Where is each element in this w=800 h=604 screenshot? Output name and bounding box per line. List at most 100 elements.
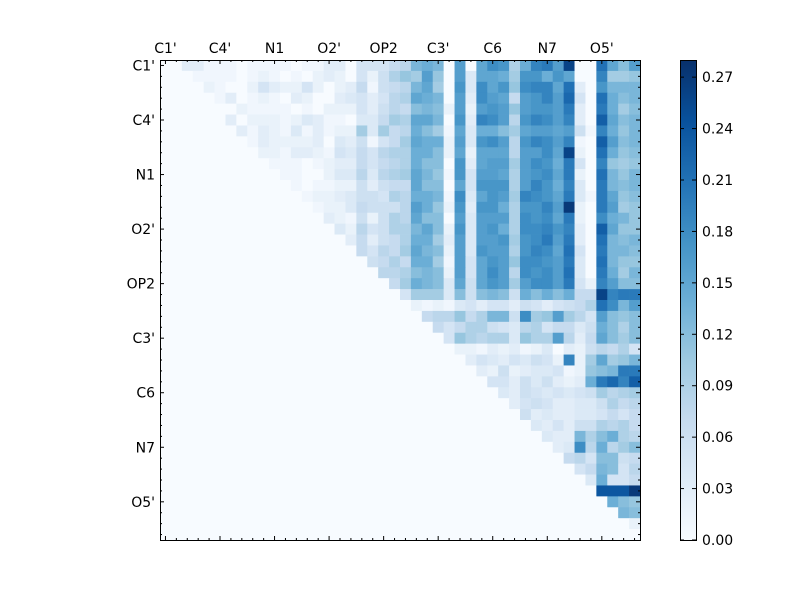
heatmap-cell	[247, 180, 259, 192]
heatmap-cell	[170, 169, 183, 181]
heatmap-cell	[476, 223, 488, 235]
heatmap-cell	[323, 420, 335, 432]
heatmap-cell	[541, 180, 554, 192]
heatmap-cell	[367, 496, 379, 508]
heatmap-cell	[552, 452, 564, 464]
heatmap-cell	[541, 267, 554, 279]
heatmap-cell	[585, 387, 597, 399]
heatmap-cell	[290, 474, 303, 486]
heatmap-cell	[443, 289, 455, 301]
heatmap-cell	[410, 496, 423, 508]
heatmap-cell	[596, 158, 608, 170]
colorbar-tick-label: 0.18	[702, 224, 733, 240]
heatmap-cell	[607, 420, 619, 432]
heatmap-cell	[476, 103, 488, 115]
heatmap-cell	[574, 92, 586, 104]
heatmap-cell	[160, 365, 172, 377]
heatmap-cell	[389, 441, 401, 454]
heatmap-cell	[454, 267, 466, 279]
heatmap-cell	[236, 245, 248, 257]
heatmap-cell	[214, 256, 226, 268]
heatmap-cell	[563, 136, 575, 148]
heatmap-cell	[214, 420, 226, 432]
heatmap-cell	[618, 92, 630, 104]
heatmap-cell	[552, 507, 564, 519]
heatmap-cell	[574, 398, 586, 410]
heatmap-cell	[269, 452, 281, 464]
heatmap-cell	[214, 234, 226, 246]
heatmap-cell	[236, 125, 248, 137]
heatmap-cell	[323, 114, 335, 126]
heatmap-cell	[258, 430, 270, 443]
heatmap-cell	[574, 147, 586, 159]
heatmap-cell	[203, 289, 215, 301]
heatmap-cell	[454, 180, 466, 192]
heatmap-cell	[432, 267, 444, 279]
heatmap-cell	[258, 234, 270, 246]
heatmap-cell	[334, 354, 346, 366]
heatmap-cell	[520, 256, 532, 268]
heatmap-cell	[181, 256, 194, 268]
heatmap-cell	[334, 114, 346, 126]
heatmap-cell	[160, 158, 172, 170]
heatmap-cell	[378, 529, 390, 541]
heatmap-cell	[541, 387, 554, 399]
heatmap-cell	[465, 398, 477, 410]
heatmap-cell	[618, 223, 630, 235]
heatmap-cell	[541, 507, 554, 519]
heatmap-cell	[509, 496, 521, 508]
heatmap-cell	[203, 387, 215, 399]
heatmap-cell	[432, 518, 444, 530]
heatmap-cell	[170, 485, 183, 497]
heatmap-cell	[607, 245, 619, 257]
heatmap-cell	[498, 169, 510, 181]
heatmap-cell	[345, 81, 357, 94]
heatmap-cell	[323, 463, 335, 475]
heatmap-cell	[607, 354, 619, 366]
heatmap-cell	[607, 136, 619, 148]
heatmap-cell	[236, 114, 248, 126]
heatmap-cell	[585, 376, 597, 388]
heatmap-cell	[400, 420, 412, 432]
heatmap-cell	[181, 463, 194, 475]
heatmap-cell	[312, 529, 324, 541]
heatmap-cell	[520, 60, 532, 72]
heatmap-cell	[541, 452, 554, 464]
heatmap-cell	[498, 387, 510, 399]
heatmap-cell	[552, 158, 564, 170]
heatmap-cell	[280, 136, 292, 148]
heatmap-cell	[389, 103, 401, 115]
heatmap-cell	[389, 485, 401, 497]
heatmap-cell	[301, 310, 314, 323]
heatmap-cell	[301, 485, 314, 497]
heatmap-cell	[247, 354, 259, 366]
heatmap-cell	[170, 365, 183, 377]
heatmap-cell	[410, 332, 423, 344]
heatmap-cell	[607, 103, 619, 115]
heatmap-cell	[629, 409, 641, 421]
heatmap-cell	[596, 452, 608, 464]
heatmap-cell	[574, 310, 586, 323]
heatmap-cell	[454, 234, 466, 246]
heatmap-cell	[443, 430, 455, 443]
heatmap-cell	[312, 136, 324, 148]
heatmap-cell	[367, 485, 379, 497]
heatmap-cell	[574, 321, 586, 334]
heatmap-cell	[312, 60, 324, 72]
heatmap-cell	[498, 430, 510, 443]
heatmap-cell	[432, 420, 444, 432]
heatmap-cell	[607, 114, 619, 126]
heatmap-cell	[323, 92, 335, 104]
heatmap-cell	[170, 212, 183, 224]
heatmap-cell	[432, 223, 444, 235]
heatmap-cell	[509, 169, 521, 181]
heatmap-cell	[389, 354, 401, 366]
heatmap-cell	[181, 267, 194, 279]
heatmap-cell	[520, 81, 532, 94]
heatmap-cell	[421, 125, 434, 137]
heatmap-cell	[618, 190, 630, 203]
heatmap-cell	[596, 343, 608, 355]
heatmap-cell	[530, 452, 543, 464]
heatmap-cell	[236, 103, 248, 115]
heatmap-cell	[247, 300, 259, 312]
